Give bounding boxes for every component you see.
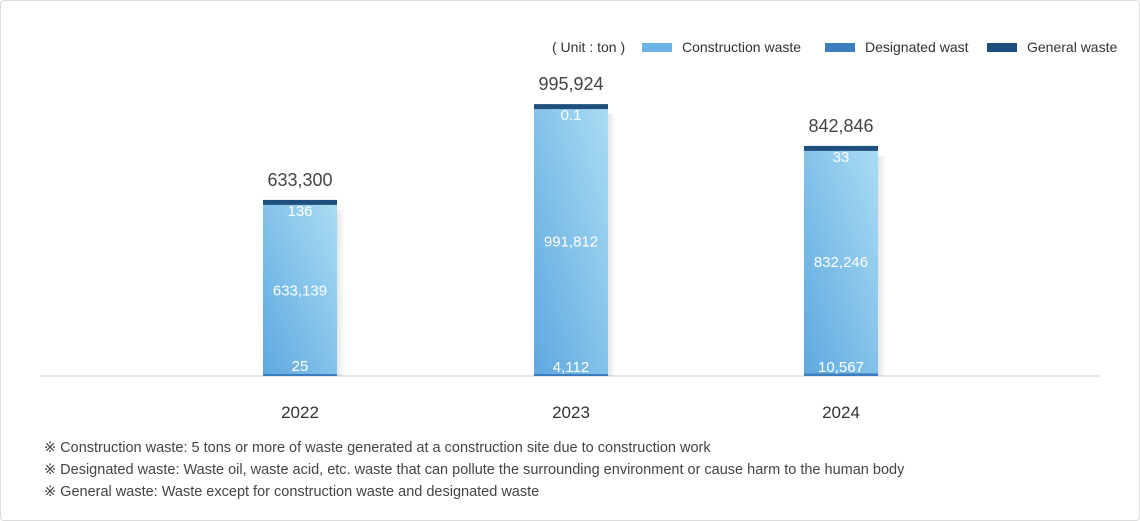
- legend-item-designated-waste: Designated wast: [825, 39, 969, 55]
- bar-shadow-2024: [878, 155, 886, 376]
- legend-item-construction-waste: Construction waste: [642, 39, 801, 55]
- data-label-construction-2023: 991,812: [544, 234, 598, 251]
- data-label-general-2023: 0.1: [561, 107, 582, 124]
- bar-shadow-2023: [608, 114, 616, 377]
- bar-shadow-2022: [337, 209, 345, 376]
- total-label-2024: 842,846: [808, 116, 873, 136]
- x-tick-label-2023: 2023: [552, 403, 590, 422]
- x-tick-label-2024: 2024: [822, 403, 860, 422]
- bar-construction-waste-2022: [263, 204, 337, 374]
- total-label-2023: 995,924: [538, 74, 603, 94]
- data-label-general-2022: 136: [287, 203, 312, 220]
- legend-label-general: General waste: [1027, 39, 1118, 55]
- total-label-2022: 633,300: [267, 170, 332, 190]
- data-label-designated-2022: 25: [292, 358, 309, 375]
- bar-designated-wast-2024: [804, 373, 878, 376]
- legend-swatch-designated: [825, 42, 855, 52]
- legend-label-designated: Designated wast: [865, 39, 969, 55]
- bar-designated-wast-2023: [534, 374, 608, 376]
- bar-construction-waste-2023: [534, 109, 608, 375]
- legend-swatch-general: [987, 42, 1017, 52]
- legend-swatch-construction: [642, 42, 672, 52]
- data-label-general-2024: 33: [833, 149, 850, 166]
- unit-label: ( Unit : ton ): [552, 39, 626, 55]
- x-tick-label-2022: 2022: [281, 403, 319, 422]
- bar-general-waste-2024: [804, 145, 878, 151]
- legend-item-general-waste: General waste: [987, 39, 1117, 55]
- data-label-construction-2024: 832,246: [814, 254, 868, 271]
- bar-general-waste-2023: [534, 104, 608, 110]
- bar-construction-waste-2024: [804, 150, 878, 374]
- bar-general-waste-2022: [263, 199, 337, 205]
- footnotes: ※ Construction waste: 5 tons or more of …: [44, 437, 904, 503]
- data-label-designated-2023: 4,112: [553, 359, 589, 376]
- bar-designated-wast-2022: [263, 374, 337, 376]
- footnote-designated: ※ Designated waste: Waste oil, waste aci…: [44, 462, 905, 478]
- footnote-general: ※ General waste: Waste except for constr…: [44, 484, 540, 500]
- data-label-construction-2022: 633,139: [273, 282, 327, 299]
- data-label-designated-2024: 10,567: [818, 359, 864, 376]
- legend-label-construction: Construction waste: [682, 39, 802, 55]
- footnote-construction: ※ Construction waste: 5 tons or more of …: [44, 440, 711, 456]
